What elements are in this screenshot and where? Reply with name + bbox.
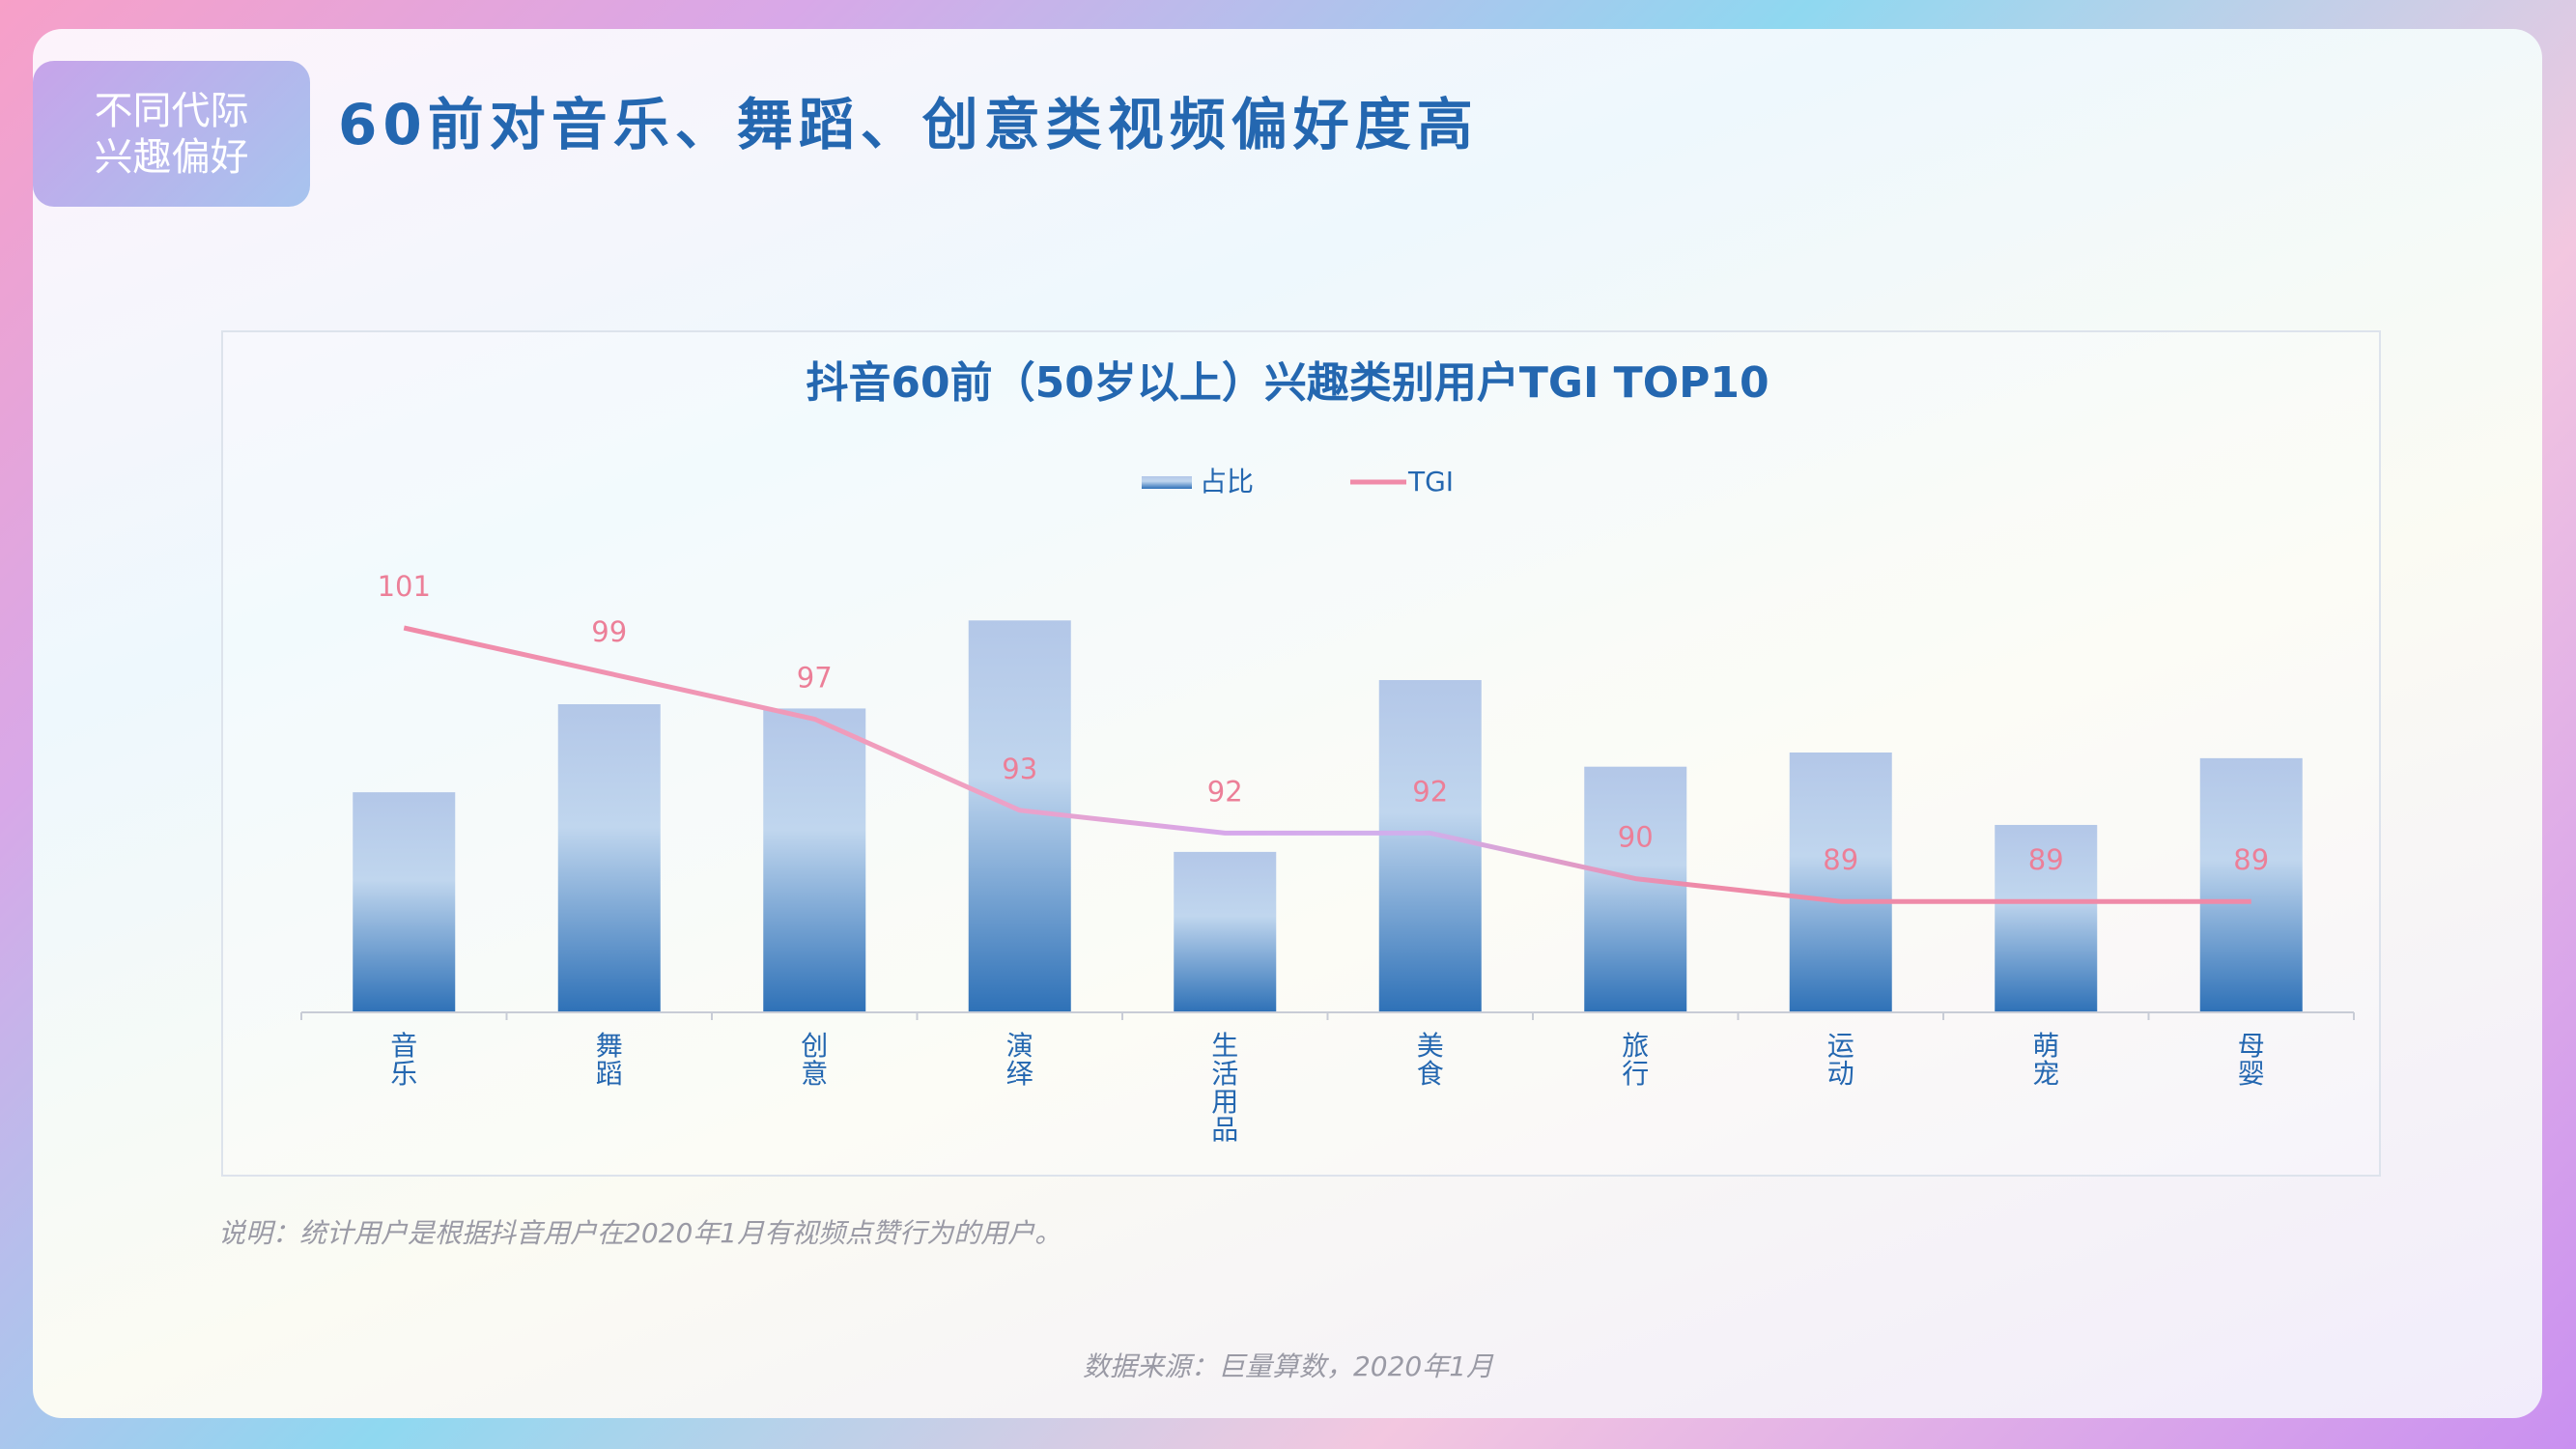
- legend-label-line: TGI: [1407, 466, 1454, 497]
- bar-生活用品: [1174, 851, 1277, 1012]
- bar-创意: [763, 708, 866, 1012]
- tgi-data-label: 90: [1618, 821, 1654, 854]
- tgi-data-label: 89: [2028, 843, 2064, 876]
- tag-line-1: 不同代际: [94, 88, 249, 133]
- category-label: 创意: [801, 1030, 828, 1090]
- bar-母婴: [2199, 757, 2303, 1012]
- bar-音乐: [353, 792, 456, 1012]
- footnote: 说明：统计用户是根据抖音用户在2020年1月有视频点赞行为的用户。: [218, 1217, 1062, 1249]
- bar-萌宠: [1995, 824, 2098, 1012]
- tgi-data-label: 101: [378, 570, 431, 603]
- tgi-data-label: 92: [1412, 775, 1448, 808]
- section-tag: 不同代际 兴趣偏好: [33, 61, 310, 207]
- chart-title: 抖音60前（50岁以上）兴趣类别用户TGI TOP10: [806, 358, 1769, 408]
- tag-line-2: 兴趣偏好: [94, 134, 249, 180]
- tgi-data-label: 92: [1207, 775, 1243, 808]
- legend-label-bar: 占比: [1200, 466, 1254, 497]
- page-title: 60前对音乐、舞蹈、创意类视频偏好度高: [338, 92, 1479, 157]
- tgi-data-label: 93: [1002, 753, 1037, 785]
- category-label: 舞蹈: [596, 1030, 623, 1090]
- tgi-data-label: 99: [591, 615, 627, 648]
- category-label: 旅行: [1622, 1030, 1649, 1090]
- tgi-line: [403, 625, 2251, 904]
- bar-舞蹈: [557, 704, 661, 1012]
- data-source: 数据来源：巨量算数，2020年1月: [1082, 1350, 1494, 1382]
- bar-美食: [1378, 680, 1482, 1012]
- category-label: 母婴: [2238, 1030, 2265, 1090]
- chart-legend: 占比 TGI: [1142, 466, 1454, 497]
- category-label: 运动: [1827, 1030, 1854, 1090]
- category-label: 音乐: [390, 1030, 417, 1090]
- category-label: 演绎: [1006, 1030, 1033, 1090]
- tgi-data-label: 89: [2233, 843, 2269, 876]
- bar-旅行: [1584, 766, 1687, 1012]
- bar-运动: [1789, 752, 1892, 1012]
- tgi-data-label: 97: [797, 661, 833, 694]
- legend-swatch-bar: [1142, 476, 1192, 489]
- category-label: 生活用品: [1211, 1030, 1238, 1146]
- category-label: 美食: [1417, 1030, 1444, 1090]
- tgi-data-label: 89: [1823, 843, 1858, 876]
- slide-frame: [33, 29, 2542, 1418]
- category-label: 萌宠: [2032, 1030, 2059, 1090]
